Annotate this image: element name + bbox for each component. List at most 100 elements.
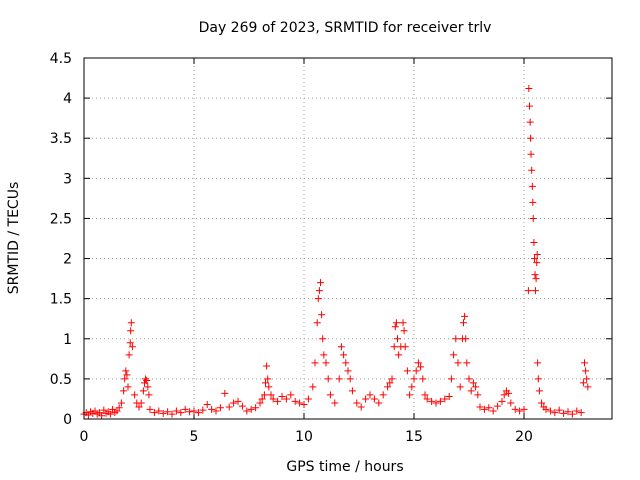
data-point [238, 402, 246, 410]
data-point [150, 409, 158, 417]
data-point [573, 407, 581, 415]
data-point [252, 404, 260, 412]
data-point [125, 351, 133, 359]
data-point [375, 399, 383, 407]
data-point [309, 383, 317, 391]
data-point [469, 379, 477, 387]
data-point [342, 359, 350, 367]
data-point [583, 375, 591, 383]
data-point [300, 401, 308, 409]
data-point [324, 375, 332, 383]
data-point [267, 391, 275, 399]
data-point [476, 403, 484, 411]
data-point [534, 359, 542, 367]
data-point [127, 319, 135, 327]
data-point [465, 375, 473, 383]
data-point [296, 399, 304, 407]
data-point [432, 399, 440, 407]
data-point [221, 389, 229, 397]
data-point [260, 391, 268, 399]
data-point [452, 335, 460, 343]
data-point [579, 379, 587, 387]
data-point [159, 409, 167, 417]
plot-frame [83, 57, 613, 420]
data-point [516, 407, 524, 415]
data-point [269, 395, 277, 403]
data-point [511, 405, 519, 413]
data-point [531, 271, 539, 279]
data-point [524, 287, 532, 295]
y-tick-label: 0 [63, 412, 72, 428]
y-tick-label: 4 [63, 91, 72, 107]
data-point [460, 319, 467, 327]
data-point [225, 403, 233, 411]
y-tick-label: 1 [63, 332, 72, 348]
data-point [115, 404, 123, 412]
data-point [135, 403, 143, 411]
data-point [346, 375, 354, 383]
data-point [314, 295, 322, 303]
data-point [454, 359, 462, 367]
y-tick-label: 3.5 [50, 131, 72, 147]
data-point [357, 403, 365, 411]
data-point [126, 339, 134, 347]
data-point [320, 351, 328, 359]
data-point [317, 279, 324, 287]
data-point [143, 376, 151, 384]
data-point [146, 405, 154, 413]
data-point [278, 393, 286, 401]
data-point [243, 407, 251, 415]
data-point [403, 367, 411, 375]
data-point [120, 387, 128, 395]
data-point [265, 383, 273, 391]
data-point [234, 397, 242, 405]
data-point [274, 397, 282, 405]
data-point [526, 102, 533, 110]
data-point [581, 359, 588, 367]
data-point [139, 387, 147, 395]
data-point [384, 383, 392, 391]
data-point [390, 343, 398, 351]
data-point [417, 363, 425, 371]
data-point [408, 383, 416, 391]
data-point [340, 351, 348, 359]
data-point [322, 359, 330, 367]
data-point [121, 375, 129, 383]
data-point [445, 393, 453, 401]
data-point [527, 150, 535, 158]
data-point [546, 407, 554, 415]
data-point [379, 391, 387, 399]
data-point [331, 399, 339, 407]
data-point [505, 389, 513, 397]
data-point [535, 387, 543, 395]
x-tick-label: 20 [515, 429, 533, 445]
data-point [533, 251, 541, 259]
data-point [194, 409, 202, 417]
data-point [531, 287, 539, 295]
data-point [472, 383, 480, 391]
data-point [344, 367, 352, 375]
data-point [208, 405, 216, 413]
data-point [370, 395, 378, 403]
data-point [528, 166, 536, 174]
data-point [529, 198, 537, 206]
data-point [315, 287, 323, 295]
data-point [391, 323, 399, 331]
data-point [489, 407, 497, 415]
data-point [400, 327, 408, 335]
data-point [538, 399, 546, 407]
data-point [335, 375, 343, 383]
data-point [164, 408, 172, 416]
y-tick-label: 2 [63, 252, 72, 268]
data-point [128, 343, 136, 351]
data-point [337, 343, 345, 351]
data-point [436, 397, 444, 405]
x-tick-label: 10 [295, 429, 313, 445]
data-point [291, 397, 299, 405]
data-point [264, 375, 272, 383]
data-point [98, 412, 106, 420]
data-point [247, 405, 255, 413]
data-point [551, 409, 559, 417]
data-point [172, 407, 180, 415]
data-point [525, 84, 533, 92]
